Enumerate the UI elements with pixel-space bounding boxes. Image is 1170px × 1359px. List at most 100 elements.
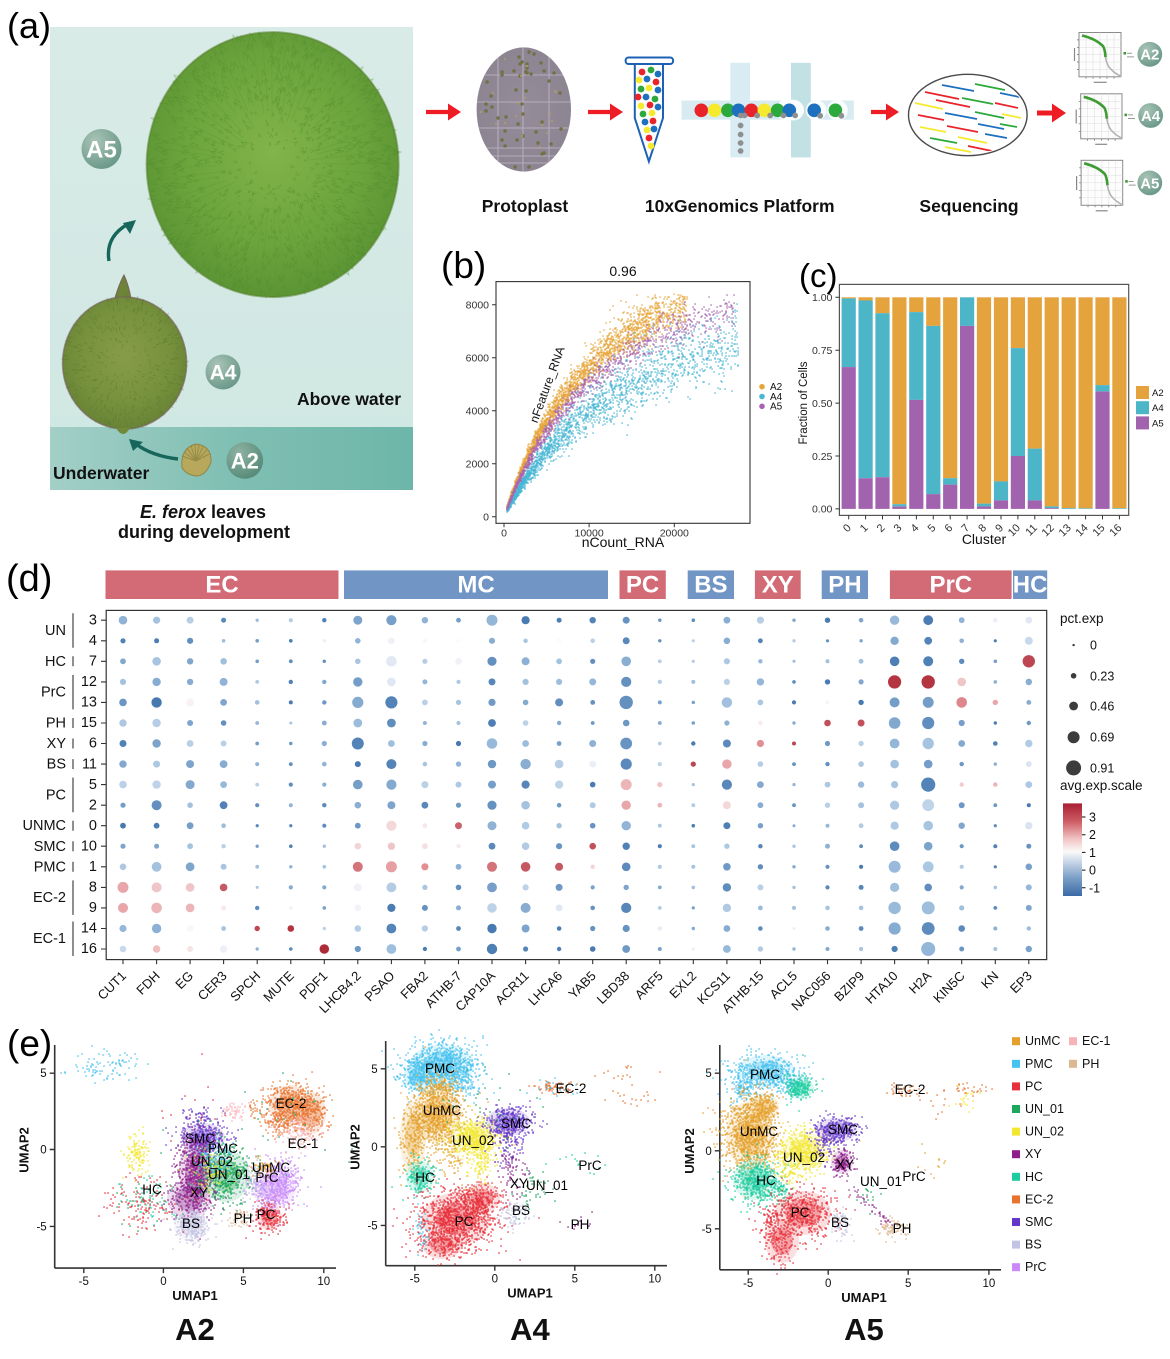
- svg-text:UN_01: UN_01: [860, 1174, 902, 1189]
- svg-text:(d): (d): [6, 558, 52, 600]
- svg-text:10: 10: [317, 1276, 330, 1288]
- svg-text:3: 3: [89, 612, 97, 628]
- svg-text:PrC: PrC: [578, 1158, 602, 1173]
- svg-text:20000: 20000: [660, 527, 689, 539]
- svg-text:nCount_RNA: nCount_RNA: [582, 534, 665, 550]
- svg-text:PMC: PMC: [425, 1061, 455, 1076]
- svg-text:UN_02: UN_02: [1025, 1125, 1064, 1139]
- svg-text:EC-1: EC-1: [33, 931, 66, 947]
- svg-text:Cluster: Cluster: [962, 531, 1007, 547]
- svg-text:EC-2: EC-2: [276, 1096, 307, 1111]
- svg-text:A2: A2: [1152, 388, 1164, 399]
- svg-text:Fraction of Cells: Fraction of Cells: [798, 361, 810, 444]
- svg-text:0: 0: [371, 1142, 377, 1154]
- svg-text:5: 5: [905, 1278, 911, 1290]
- svg-text:UMAP1: UMAP1: [507, 1286, 553, 1301]
- svg-text:8: 8: [89, 880, 97, 896]
- svg-text:4: 4: [89, 633, 97, 649]
- svg-text:Sequencing: Sequencing: [919, 196, 1018, 216]
- svg-text:pct.exp: pct.exp: [1060, 611, 1104, 626]
- svg-text:0: 0: [89, 818, 97, 834]
- svg-text:A5: A5: [1140, 175, 1159, 192]
- svg-text:EC-2: EC-2: [556, 1081, 587, 1096]
- svg-text:5: 5: [371, 1064, 377, 1076]
- svg-text:0: 0: [40, 1145, 46, 1157]
- svg-text:A5: A5: [770, 402, 783, 413]
- svg-text:10000: 10000: [574, 527, 603, 539]
- svg-text:A4: A4: [1141, 108, 1161, 125]
- svg-text:0: 0: [1089, 864, 1096, 878]
- svg-text:XY: XY: [510, 1176, 528, 1191]
- svg-text:13: 13: [81, 695, 97, 711]
- svg-text:UMAP2: UMAP2: [348, 1124, 363, 1170]
- svg-text:3: 3: [1089, 811, 1096, 825]
- svg-text:PrC: PrC: [929, 572, 972, 599]
- svg-text:PrC: PrC: [1025, 1260, 1047, 1274]
- svg-text:-5: -5: [367, 1220, 377, 1232]
- svg-text:0.69: 0.69: [1090, 731, 1114, 745]
- svg-text:UnMC: UnMC: [423, 1103, 462, 1118]
- svg-text:0: 0: [705, 1146, 711, 1158]
- svg-text:EC-2: EC-2: [1025, 1192, 1054, 1206]
- svg-text:-5: -5: [702, 1224, 712, 1236]
- svg-text:5: 5: [240, 1276, 246, 1288]
- svg-text:SMC: SMC: [1025, 1215, 1053, 1229]
- svg-text:15: 15: [81, 715, 97, 731]
- svg-text:BS: BS: [47, 757, 66, 773]
- svg-text:PrC: PrC: [902, 1169, 926, 1184]
- svg-text:7: 7: [89, 654, 97, 670]
- svg-text:XY: XY: [47, 736, 67, 752]
- svg-text:HC: HC: [1013, 572, 1048, 599]
- svg-text:A2: A2: [175, 1312, 215, 1347]
- svg-text:5: 5: [40, 1068, 46, 1080]
- svg-text:0.00: 0.00: [812, 504, 833, 516]
- svg-text:PH: PH: [46, 716, 66, 732]
- svg-text:14: 14: [81, 921, 97, 937]
- svg-text:-1: -1: [1089, 881, 1100, 895]
- svg-text:UMAP2: UMAP2: [17, 1127, 32, 1173]
- svg-text:0: 0: [825, 1278, 831, 1290]
- svg-text:0.46: 0.46: [1090, 700, 1114, 714]
- svg-text:0: 0: [1090, 639, 1097, 653]
- svg-text:EC-1: EC-1: [1082, 1034, 1111, 1048]
- svg-text:UN_02: UN_02: [783, 1150, 825, 1165]
- svg-text:A4: A4: [1152, 403, 1164, 414]
- svg-text:BS: BS: [831, 1215, 849, 1230]
- svg-text:UN_02: UN_02: [452, 1133, 494, 1148]
- svg-text:EC-2: EC-2: [33, 890, 66, 906]
- svg-text:SMC: SMC: [185, 1131, 215, 1146]
- svg-text:0.96: 0.96: [609, 263, 636, 279]
- svg-text:1: 1: [89, 859, 97, 875]
- svg-text:(e): (e): [7, 1023, 52, 1064]
- svg-text:0.75: 0.75: [812, 345, 833, 357]
- svg-text:PH: PH: [893, 1221, 912, 1236]
- svg-text:2: 2: [1089, 828, 1096, 842]
- svg-text:UN_01: UN_01: [1025, 1102, 1064, 1116]
- svg-text:2: 2: [89, 797, 97, 813]
- svg-text:A5: A5: [1152, 418, 1164, 429]
- svg-text:10: 10: [81, 839, 97, 855]
- svg-text:12: 12: [81, 674, 97, 690]
- svg-text:Above water: Above water: [297, 389, 401, 409]
- svg-text:4000: 4000: [466, 406, 490, 418]
- svg-text:HC: HC: [142, 1182, 162, 1197]
- svg-text:PC: PC: [455, 1214, 474, 1229]
- svg-text:XY: XY: [190, 1185, 208, 1200]
- svg-text:A5: A5: [86, 137, 117, 164]
- svg-text:HC: HC: [415, 1170, 435, 1185]
- svg-text:EC-2: EC-2: [895, 1082, 926, 1097]
- svg-text:PMC: PMC: [34, 859, 66, 875]
- svg-text:PC: PC: [46, 787, 66, 803]
- svg-text:PMC: PMC: [750, 1067, 780, 1082]
- svg-text:XY: XY: [1025, 1147, 1042, 1161]
- svg-text:UnMC: UnMC: [740, 1124, 779, 1139]
- svg-text:(a): (a): [7, 5, 51, 46]
- svg-text:0: 0: [492, 1274, 498, 1286]
- svg-text:10: 10: [983, 1278, 996, 1290]
- svg-text:MC: MC: [457, 572, 494, 599]
- svg-text:9: 9: [89, 900, 97, 916]
- svg-text:0: 0: [501, 527, 507, 539]
- svg-text:BS: BS: [694, 572, 727, 599]
- svg-text:10xGenomics Platform: 10xGenomics Platform: [645, 196, 835, 216]
- svg-text:PMC: PMC: [1025, 1057, 1053, 1071]
